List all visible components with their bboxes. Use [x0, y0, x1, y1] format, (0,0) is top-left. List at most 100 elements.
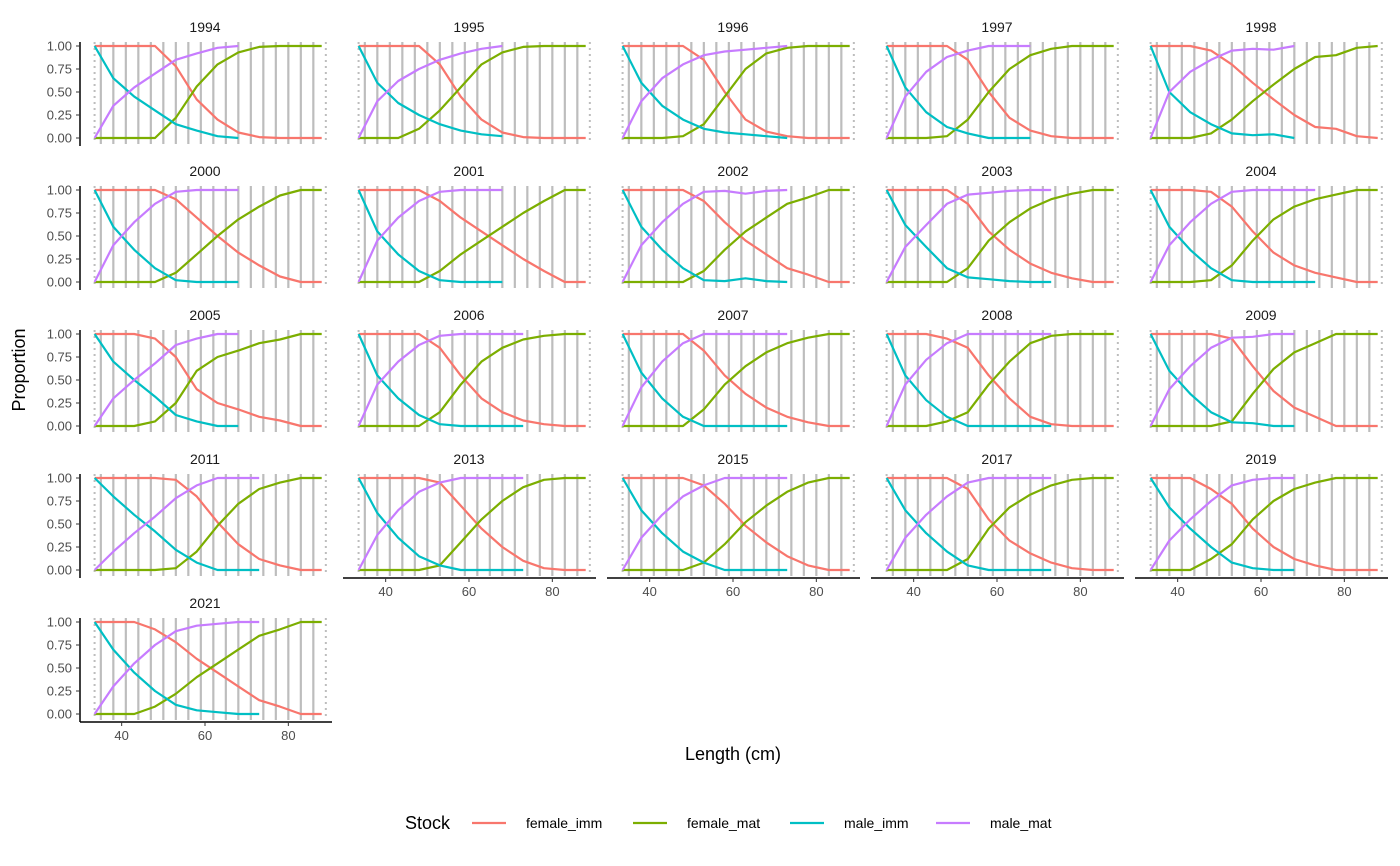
panel-2019: 2019 40 60 80 [1135, 451, 1388, 599]
series-line-male_mat [93, 188, 239, 283]
panel-title: 2004 [1245, 163, 1276, 179]
series-line-female_mat [1150, 188, 1378, 284]
series-line-female_imm [622, 476, 850, 572]
series-line-male_mat [621, 476, 788, 571]
series-line-female_mat [358, 188, 586, 284]
series-line-male_imm [885, 477, 1052, 572]
series-line-male_imm [621, 333, 788, 428]
series-line-female_imm [358, 476, 586, 572]
y-tick-label: 0.00 [47, 275, 72, 290]
series-line-male_mat [621, 188, 788, 283]
series-line-male_mat [885, 332, 1052, 427]
series-line-female_imm [1150, 44, 1378, 140]
panel-title: 1998 [1245, 19, 1276, 35]
x-tick-label: 40 [1170, 584, 1184, 599]
series-line-female_imm [94, 332, 322, 428]
series-line-male_imm [621, 45, 788, 140]
series-line-female_mat [1150, 44, 1378, 140]
series-line-female_mat [1150, 332, 1378, 428]
y-axis-title: Proportion [9, 328, 29, 411]
y-tick-label: 0.50 [47, 517, 72, 532]
series-line-male_imm [93, 189, 239, 284]
series-line-male_mat [93, 620, 260, 715]
legend-label: male_imm [844, 815, 909, 831]
y-tick-label: 0.75 [47, 494, 72, 509]
legend-title: Stock [405, 813, 451, 833]
series-line-female_mat [622, 332, 850, 428]
panel-title: 2021 [189, 595, 220, 611]
series-line-male_imm [885, 333, 1052, 428]
series-line-male_mat [621, 44, 788, 139]
panel-title: 2003 [981, 163, 1012, 179]
series-line-male_imm [93, 477, 260, 572]
y-tick-label: 1.00 [47, 471, 72, 486]
y-tick-label: 0.75 [47, 638, 72, 653]
series-line-female_imm [358, 188, 586, 284]
series-line-female_imm [886, 44, 1114, 140]
y-tick-label: 0.25 [47, 108, 72, 123]
series-line-male_mat [1149, 44, 1295, 139]
x-tick-label: 40 [906, 584, 920, 599]
series-line-male_imm [93, 621, 260, 716]
series-line-male_mat [357, 332, 524, 427]
panel-title: 1994 [189, 19, 220, 35]
series-line-male_mat [885, 188, 1052, 283]
x-tick-label: 80 [281, 728, 295, 743]
x-tick-label: 60 [1254, 584, 1268, 599]
x-tick-label: 80 [1337, 584, 1351, 599]
series-line-female_mat [94, 620, 322, 716]
series-line-female_imm [622, 188, 850, 284]
series-line-female_mat [886, 476, 1114, 572]
series-line-female_mat [94, 44, 322, 140]
series-line-female_imm [622, 332, 850, 428]
series-line-male_mat [621, 332, 788, 427]
series-line-female_mat [1150, 476, 1378, 572]
x-tick-label: 40 [642, 584, 656, 599]
panel-2009: 2009 [1149, 307, 1383, 432]
x-tick-label: 60 [726, 584, 740, 599]
panel-2006: 2006 [357, 307, 591, 432]
panel-title: 2007 [717, 307, 748, 323]
panel-2001: 2001 [357, 163, 591, 288]
legend-item-female_imm: female_imm [472, 815, 602, 831]
panel-2021: 2021 0.00 0.25 0.50 0.75 1.00 40 60 80 [47, 595, 332, 743]
y-tick-label: 1.00 [47, 327, 72, 342]
panel-2003: 2003 [885, 163, 1119, 288]
x-tick-label: 80 [1073, 584, 1087, 599]
series-line-female_mat [886, 44, 1114, 140]
legend: Stock female_imm female_mat male_imm male_m… [405, 813, 1052, 833]
series-line-male_imm [1149, 189, 1316, 284]
y-tick-label: 1.00 [47, 183, 72, 198]
legend-item-male_mat: male_mat [936, 815, 1052, 831]
series-line-male_imm [357, 333, 524, 428]
y-tick-label: 0.25 [47, 540, 72, 555]
series-line-female_imm [1150, 332, 1378, 428]
series-line-female_mat [886, 332, 1114, 428]
series-line-female_imm [886, 476, 1114, 572]
series-line-female_mat [622, 44, 850, 140]
panel-1997: 1997 [885, 19, 1119, 144]
series-line-female_mat [358, 44, 586, 140]
series-line-male_imm [93, 45, 239, 140]
y-tick-label: 0.00 [47, 707, 72, 722]
panel-title: 2008 [981, 307, 1012, 323]
panel-2004: 2004 [1149, 163, 1383, 288]
legend-label: male_mat [990, 815, 1052, 831]
y-tick-label: 0.50 [47, 661, 72, 676]
x-tick-label: 80 [545, 584, 559, 599]
panel-2008: 2008 [885, 307, 1119, 432]
series-line-male_mat [1149, 476, 1295, 571]
series-line-female_mat [622, 188, 850, 284]
y-tick-label: 0.50 [47, 85, 72, 100]
series-line-female_imm [886, 332, 1114, 428]
x-tick-label: 60 [198, 728, 212, 743]
series-line-male_mat [93, 476, 260, 571]
series-line-male_imm [1149, 333, 1295, 428]
panel-2015: 2015 40 60 80 [607, 451, 860, 599]
series-line-male_mat [1149, 332, 1295, 427]
panel-2013: 2013 40 60 80 [343, 451, 596, 599]
panel-title: 2000 [189, 163, 220, 179]
series-line-female_imm [886, 188, 1114, 284]
series-line-male_imm [1149, 45, 1295, 140]
